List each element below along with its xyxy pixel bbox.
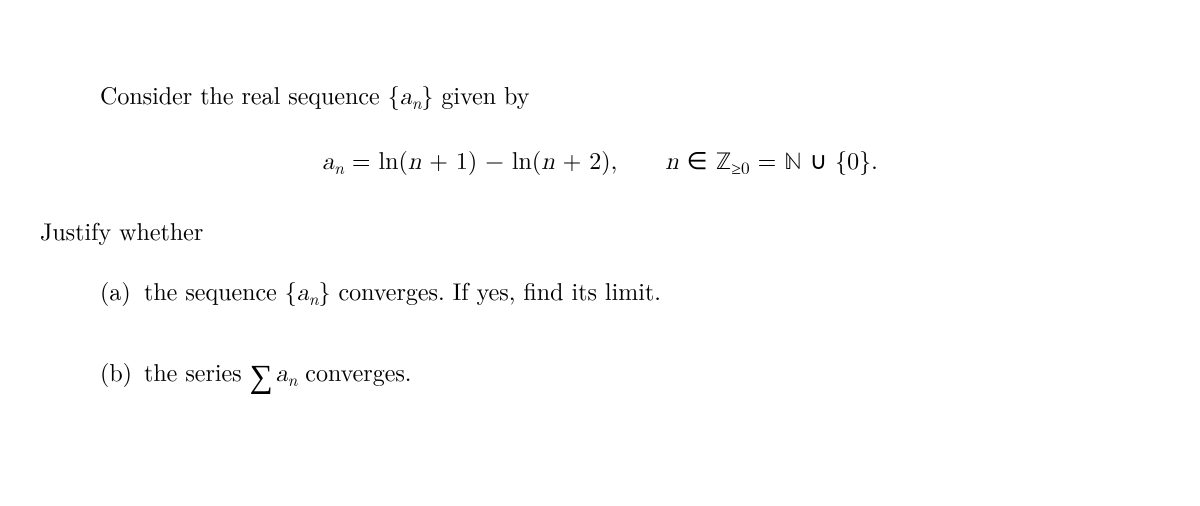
- item-a-label: (a): [100, 274, 144, 311]
- item-a: (a) the sequence {an} converges. If yes,…: [100, 274, 1100, 311]
- item-b-body: the series ∑an converges.: [144, 355, 1100, 392]
- eq-plus2: + 2),: [555, 142, 618, 176]
- eq-n3: n: [665, 150, 678, 174]
- eq-n-blackboard: ℕ: [784, 150, 801, 174]
- eq-lhs-sub: n: [334, 156, 344, 180]
- eq-zero-set: {0}.: [835, 142, 878, 176]
- item-a-prefix: the sequence: [144, 273, 285, 307]
- item-a-body: the sequence {an} converges. If yes, fin…: [144, 274, 1100, 311]
- item-a-suffix: converges. If yes, find its limit.: [330, 273, 660, 307]
- item-b-label: (b): [100, 355, 144, 392]
- item-a-sub: n: [309, 287, 319, 311]
- item-b: (b) the series ∑an converges.: [100, 355, 1100, 392]
- eq-ln1: ln(: [379, 142, 408, 176]
- eq-lhs-var: a: [322, 150, 334, 174]
- brace-close-a: }: [318, 273, 330, 307]
- eq-eq: =: [344, 142, 379, 176]
- eq-plus1: + 1) − ln(: [421, 142, 541, 176]
- intro-suffix: given by: [433, 77, 529, 111]
- eq-eq2: =: [750, 142, 785, 176]
- eq-in: ∈: [679, 142, 716, 176]
- brace-open-a: {: [285, 273, 297, 307]
- seq-sub: n: [412, 91, 422, 115]
- item-b-var: a: [276, 362, 288, 386]
- eq-n2: n: [541, 150, 554, 174]
- intro-line: Consider the real sequence {an} given by: [100, 78, 1100, 115]
- item-b-sub: n: [288, 368, 298, 392]
- justify-line: Justify whether: [40, 214, 1100, 248]
- eq-n1: n: [408, 150, 421, 174]
- sum-symbol: ∑: [250, 358, 273, 390]
- brace-open: {: [388, 77, 400, 111]
- eq-geq0: ≥0: [732, 156, 750, 180]
- intro-prefix: Consider the real sequence: [100, 77, 388, 111]
- eq-cup: ∪: [802, 142, 836, 176]
- display-equation: an = ln(n + 1) − ln(n + 2), n ∈ ℤ≥0 = ℕ …: [100, 143, 1100, 180]
- seq-var: a: [400, 85, 412, 109]
- item-b-suffix: converges.: [297, 354, 411, 388]
- item-b-prefix: the series: [144, 354, 250, 388]
- eq-z-blackboard: ℤ: [716, 150, 732, 174]
- eq-space: [617, 142, 665, 176]
- item-a-var: a: [297, 281, 309, 305]
- brace-close: }: [421, 77, 433, 111]
